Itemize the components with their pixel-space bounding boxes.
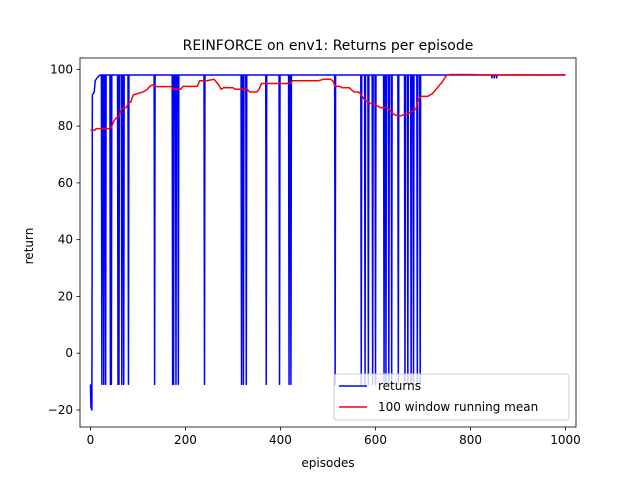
x-tick-label: 400 [269,433,292,447]
legend-label: returns [378,379,421,393]
legend-label: 100 window running mean [378,400,538,414]
plot-area [89,73,566,411]
legend-box [333,373,570,421]
y-axis-label: return [22,228,36,265]
y-tick-label: 0 [65,346,73,360]
x-tick-label: 800 [459,433,482,447]
x-tick-label: 200 [174,433,197,447]
x-tick-label: 0 [87,433,95,447]
plot-frame [79,57,577,428]
y-tick-label: 60 [58,176,73,190]
axes: 0 200 400 600 800 1000 −20 0 20 40 60 80 100 [48,57,581,447]
y-tick-label: 40 [58,233,73,247]
x-tick-label: 600 [364,433,387,447]
series-running-mean-line [90,73,566,131]
y-tick-label: 20 [58,289,73,303]
chart-title: REINFORCE on env1: Returns per episode [183,38,474,54]
y-tick-label: 100 [50,62,73,76]
x-tick-label: 1000 [550,433,581,447]
y-tick-label: 80 [58,119,73,133]
series-returns-line [89,74,566,411]
x-axis-label: episodes [301,456,354,470]
y-tick-label: −20 [48,403,73,417]
legend: returns 100 window running mean [333,373,570,421]
